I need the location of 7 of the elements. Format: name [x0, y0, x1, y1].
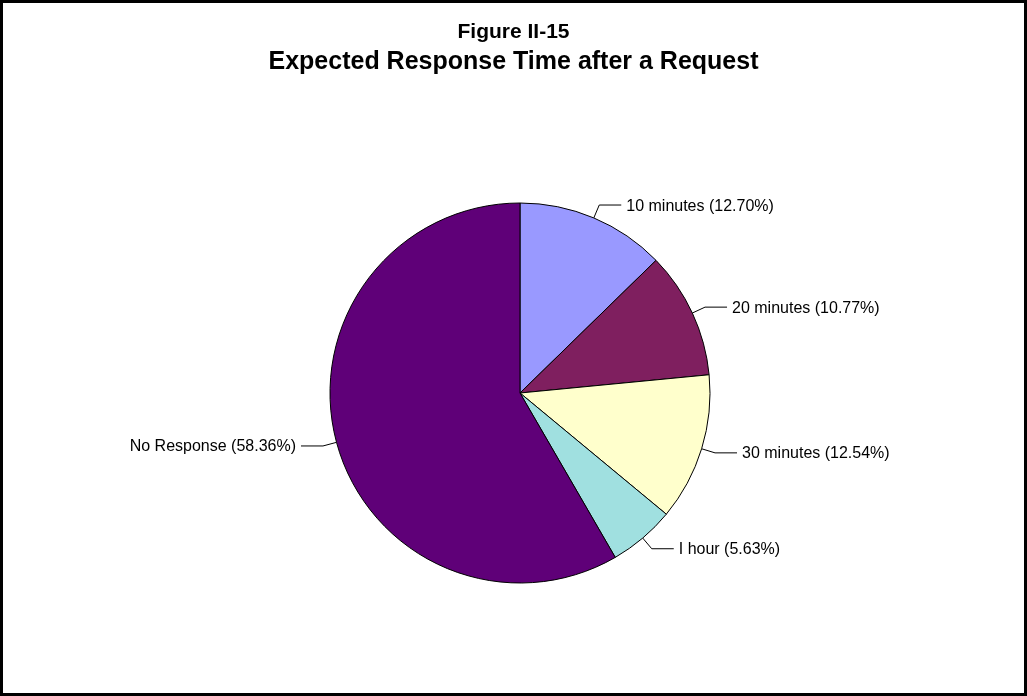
slice-label: I hour (5.63%) [678, 540, 781, 558]
slice-label: No Response (58.36%) [129, 437, 296, 455]
slice-label: 10 minutes (12.70%) [626, 196, 774, 214]
slice-label: 30 minutes (12.54%) [742, 444, 890, 462]
chart-subtitle: Expected Response Time after a Request [268, 45, 760, 74]
chart-title: Figure II-15 [457, 19, 570, 42]
slice-label: 20 minutes (10.77%) [732, 298, 880, 316]
